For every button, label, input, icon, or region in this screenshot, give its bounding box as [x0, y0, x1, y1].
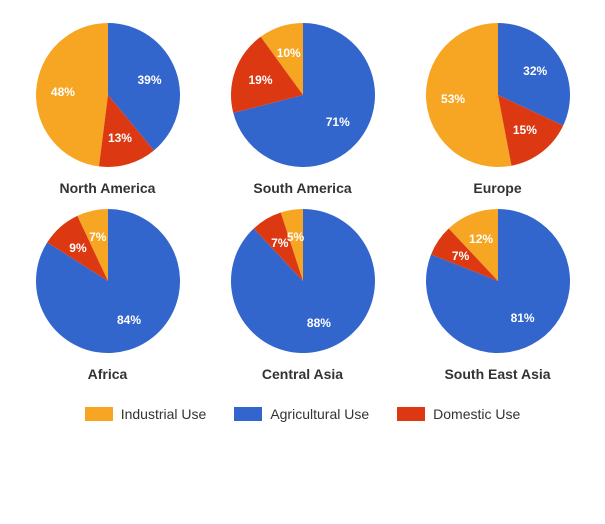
pie-wrap: 12%81%7% [423, 206, 573, 356]
chart-title: Africa [88, 366, 128, 382]
pie-wrap: 5%88%7% [228, 206, 378, 356]
legend-item-domestic: Domestic Use [397, 406, 520, 422]
legend-swatch-agricultural [234, 407, 262, 421]
legend-item-agricultural: Agricultural Use [234, 406, 369, 422]
pie-chart: 7%84%9% Africa [33, 206, 183, 382]
pie-wrap: 53%32%15% [423, 20, 573, 170]
pie-wrap: 7%84%9% [33, 206, 183, 356]
legend: Industrial Use Agricultural Use Domestic U… [20, 406, 585, 422]
pie-chart: 48%39%13% North America [33, 20, 183, 196]
pie-chart: 12%81%7% South East Asia [423, 206, 573, 382]
legend-item-industrial: Industrial Use [85, 406, 207, 422]
legend-swatch-domestic [397, 407, 425, 421]
chart-title: South America [253, 180, 351, 196]
pie-wrap: 10%71%19% [228, 20, 378, 170]
chart-title: North America [60, 180, 156, 196]
pie-chart: 10%71%19% South America [228, 20, 378, 196]
legend-label-domestic: Domestic Use [433, 406, 520, 422]
chart-title: Central Asia [262, 366, 343, 382]
pie-chart: 53%32%15% Europe [423, 20, 573, 196]
legend-label-industrial: Industrial Use [121, 406, 207, 422]
chart-title: South East Asia [444, 366, 550, 382]
chart-title: Europe [473, 180, 521, 196]
pie-chart-grid: 48%39%13% North America 10%71%19% South Ame… [20, 20, 585, 382]
slice-industrial [36, 23, 108, 166]
legend-swatch-industrial [85, 407, 113, 421]
legend-label-agricultural: Agricultural Use [270, 406, 369, 422]
pie-chart: 5%88%7% Central Asia [228, 206, 378, 382]
pie-wrap: 48%39%13% [33, 20, 183, 170]
